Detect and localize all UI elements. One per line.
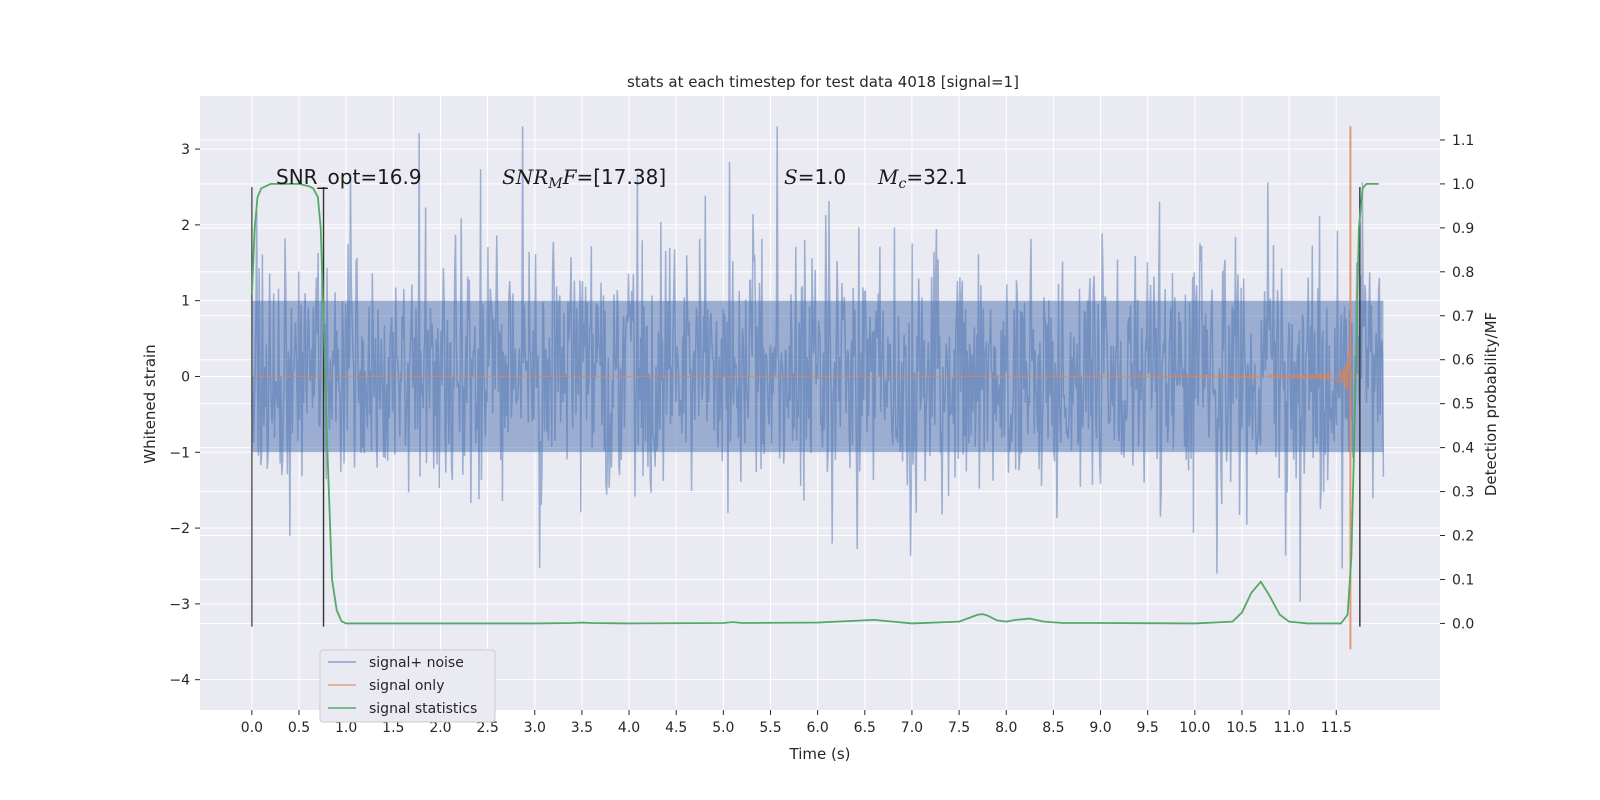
signal-statistics-line [250, 183, 1379, 625]
s-value: =1.0 [798, 165, 847, 189]
x-tick-label: 3.0 [524, 720, 546, 736]
mc-value: =32.1 [906, 165, 967, 189]
x-tick-label: 5.5 [759, 720, 781, 736]
x-tick-label: 11.0 [1274, 720, 1305, 736]
snr-mf-base: SNR [502, 165, 548, 189]
x-tick-label: 2.5 [476, 720, 498, 736]
x-tick-label: 1.5 [382, 720, 404, 736]
x-tick-label: 4.0 [618, 720, 640, 736]
annotations: SNR_opt=16.9 SNRMF=[17.38] S=1.0 Mc=32.1 [276, 165, 968, 192]
legend-box [319, 649, 496, 723]
x-axis-label: Time (s) [789, 745, 851, 763]
x-axis-ticks: 0.0 0.5 1.0 1.5 2.0 2.5 3.0 3.5 4.0 4.5 5.0 5.5 6.0 6… [241, 710, 1352, 736]
mc-symbol: M [877, 165, 899, 189]
s-symbol: S [784, 165, 798, 189]
snr-mf-rest: F [562, 165, 578, 189]
x-tick-label: 2.0 [429, 720, 451, 736]
right-tick-label: 0.0 [1452, 616, 1474, 632]
x-tick-label: 9.5 [1137, 720, 1159, 736]
mc-sub: c [898, 176, 906, 192]
right-tick-label: 0.5 [1452, 397, 1474, 413]
y-tick-label: 3 [181, 142, 190, 158]
legend-label-signal: signal only [369, 678, 444, 694]
y-tick-label: 0 [181, 369, 190, 385]
x-tick-label: 0.0 [241, 720, 263, 736]
x-tick-label: 10.5 [1226, 720, 1257, 736]
right-tick-label: 0.2 [1452, 529, 1474, 545]
legend-label-stats: signal statistics [369, 701, 477, 717]
y-tick-label: −1 [169, 445, 190, 461]
x-tick-label: 11.5 [1321, 720, 1352, 736]
x-tick-label: 3.5 [571, 720, 593, 736]
right-tick-label: 0.7 [1452, 309, 1474, 325]
annotation-snr-opt: SNR_opt=16.9 [276, 165, 422, 189]
legend: signal+ noise signal only signal statist… [319, 649, 496, 723]
annotation-s: S=1.0 [784, 165, 846, 189]
snr-mf-sub: M [547, 176, 563, 192]
y-tick-label: 1 [181, 294, 190, 310]
x-tick-label: 8.0 [995, 720, 1017, 736]
x-tick-label: 7.5 [948, 720, 970, 736]
y-axis-label: Whitened strain [141, 344, 159, 463]
x-tick-label: 10.0 [1179, 720, 1210, 736]
x-tick-label: 7.0 [901, 720, 923, 736]
x-tick-label: 0.5 [288, 720, 310, 736]
right-tick-label: 0.3 [1452, 485, 1474, 501]
signal-statistics-series [250, 183, 1379, 625]
right-tick-label: 1.1 [1452, 133, 1474, 149]
right-axis-label: Detection probability/MF [1482, 312, 1500, 496]
y-tick-label: −3 [169, 597, 190, 613]
y-axis-ticks: 3 2 1 0 −1 −2 −3 −4 [169, 142, 200, 689]
right-tick-label: 0.6 [1452, 353, 1474, 369]
annotation-snr-mf: SNRMF=[17.38] [502, 165, 666, 192]
signal-only-line [251, 347, 1356, 413]
legend-label-noise: signal+ noise [369, 655, 464, 671]
x-tick-label: 6.5 [854, 720, 876, 736]
chart-title: stats at each timestep for test data 401… [627, 73, 1019, 91]
snr-mf-value: =[17.38] [577, 165, 667, 189]
y-tick-label: −2 [169, 521, 190, 537]
right-tick-label: 0.9 [1452, 221, 1474, 237]
right-axis-ticks: 1.1 1.0 0.9 0.8 0.7 0.6 0.5 0.4 0.3 0.2 0.1 0.0 [1440, 133, 1474, 632]
right-tick-label: 1.0 [1452, 177, 1474, 193]
x-tick-label: 4.5 [665, 720, 687, 736]
x-tick-label: 5.0 [712, 720, 734, 736]
annotation-mc: Mc=32.1 [877, 165, 968, 192]
y-tick-label: 2 [181, 218, 190, 234]
x-tick-label: 6.0 [807, 720, 829, 736]
right-tick-label: 0.1 [1452, 572, 1474, 588]
x-tick-label: 8.5 [1042, 720, 1064, 736]
right-tick-label: 0.4 [1452, 441, 1474, 457]
y-tick-label: −4 [169, 673, 190, 689]
x-tick-label: 9.0 [1089, 720, 1111, 736]
vertical-markers [251, 186, 1361, 627]
x-tick-label: 1.0 [335, 720, 357, 736]
right-tick-label: 0.8 [1452, 265, 1474, 281]
